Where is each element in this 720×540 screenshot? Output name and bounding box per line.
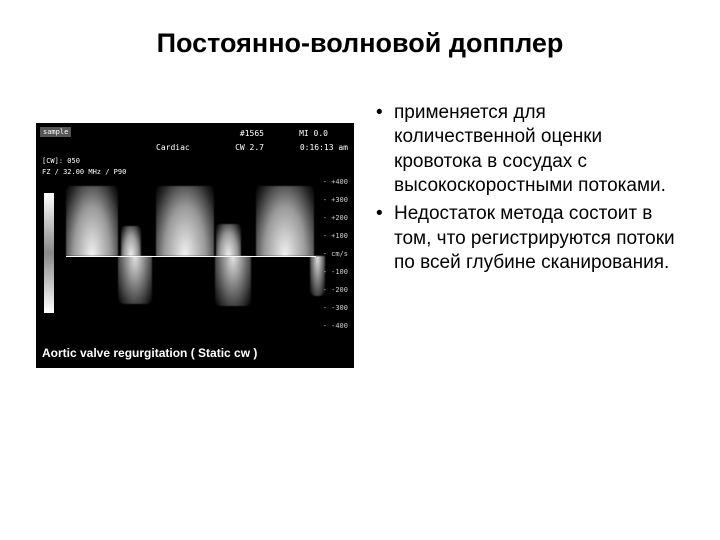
doppler-line2a: [CW]: 050 [42, 157, 80, 165]
scale-label: - -200 [323, 286, 348, 294]
doppler-waveform [66, 181, 316, 331]
doppler-time: 0:16:13 am [300, 143, 348, 152]
scale-label: - cm/s [323, 250, 348, 258]
doppler-mi: MI 0.0 [299, 129, 328, 138]
doppler-cw: CW 2.7 [235, 143, 264, 152]
bullet-text: применяется для количественной оценки кр… [394, 101, 684, 198]
slide-title: Постоянно-волновой допплер [36, 28, 684, 59]
wave-up-2 [156, 186, 214, 256]
doppler-line2b: FZ / 32.00 MHz / P90 [42, 168, 126, 176]
doppler-badge: sample [40, 127, 71, 137]
content-row: sample Cardiac #1565 CW 2.7 MI 0.0 0:16:… [36, 101, 684, 368]
doppler-caption: Aortic valve regurgitation ( Static cw ) [42, 346, 257, 360]
doppler-image: sample Cardiac #1565 CW 2.7 MI 0.0 0:16:… [36, 123, 354, 368]
image-column: sample Cardiac #1565 CW 2.7 MI 0.0 0:16:… [36, 101, 354, 368]
bullet-item: •применяется для количественной оценки к… [376, 101, 684, 198]
scale-label: - -100 [323, 268, 348, 276]
wave-dn-2 [215, 256, 251, 306]
doppler-id: #1565 [240, 129, 264, 138]
scale-label: - +100 [323, 232, 348, 240]
scale-label: - +400 [323, 178, 348, 186]
bullet-list: •применяется для количественной оценки к… [376, 101, 684, 275]
bullet-marker: • [376, 202, 394, 275]
wave-up-1b [121, 226, 141, 256]
doppler-baseline [66, 256, 316, 257]
wave-up-3 [256, 186, 314, 256]
doppler-grayscale-bar [44, 193, 54, 313]
slide-container: Постоянно-волновой допплер sample Cardia… [0, 0, 720, 368]
bullet-marker: • [376, 101, 394, 198]
text-column: •применяется для количественной оценки к… [376, 101, 684, 279]
scale-label: - -300 [323, 304, 348, 312]
bullet-text: Недостаток метода состоит в том, что рег… [394, 202, 684, 275]
doppler-cardiac-label: Cardiac [156, 143, 190, 152]
scale-label: - -400 [323, 322, 348, 330]
wave-up-2b [216, 224, 241, 256]
scale-label: - +200 [323, 214, 348, 222]
scale-label: - +300 [323, 196, 348, 204]
wave-dn-1 [118, 256, 152, 304]
bullet-item: •Недостаток метода состоит в том, что ре… [376, 202, 684, 275]
wave-up-1 [66, 186, 118, 256]
